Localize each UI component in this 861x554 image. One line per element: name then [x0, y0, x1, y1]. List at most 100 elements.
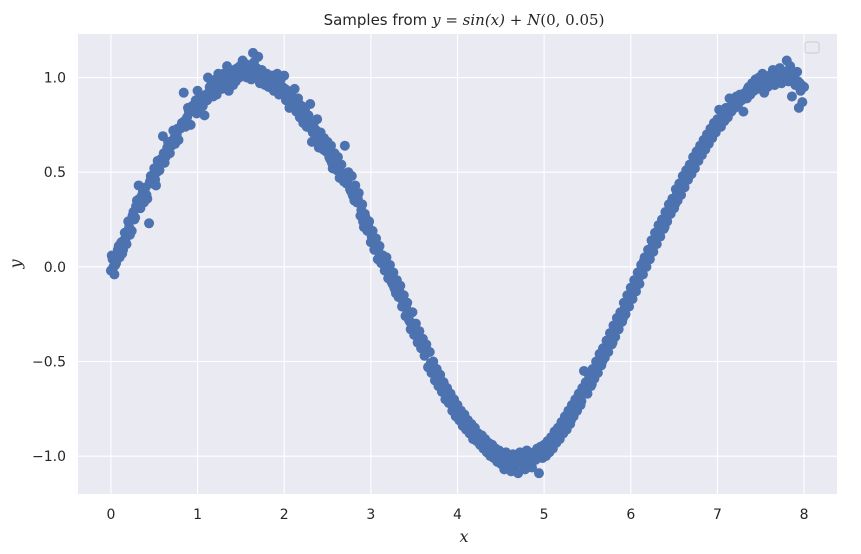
x-tick-label: 5 [540, 507, 549, 523]
data-point [202, 95, 213, 106]
y-tick-label: 0.0 [44, 260, 66, 276]
data-point [264, 76, 275, 87]
data-point [212, 83, 223, 94]
data-point [638, 256, 649, 267]
data-point [534, 445, 545, 456]
data-point [567, 407, 578, 418]
data-point [117, 248, 128, 259]
data-point [170, 131, 181, 142]
y-tick-label: 1.0 [44, 71, 66, 87]
data-point [306, 123, 317, 134]
data-point [326, 157, 337, 168]
data-point [797, 97, 808, 108]
data-point [690, 153, 701, 164]
data-point [151, 167, 162, 178]
data-point [462, 418, 473, 429]
data-point [482, 439, 493, 450]
data-point [358, 216, 369, 227]
data-point [389, 282, 400, 293]
data-point [451, 403, 462, 414]
data-point [312, 114, 323, 125]
data-point [633, 273, 644, 284]
data-point [609, 326, 620, 337]
data-point [160, 152, 171, 163]
y-tick-label: −1.0 [32, 449, 66, 465]
data-point [384, 269, 395, 280]
title-paren-x: (x) [485, 11, 505, 29]
data-point [199, 110, 210, 121]
data-point [441, 386, 452, 397]
title-prefix: Samples from [324, 11, 433, 29]
data-point [623, 295, 634, 306]
title-args: (0, 0.05) [540, 11, 604, 29]
chart-title: Samples from y = sin(x) + N(0, 0.05) [324, 11, 605, 29]
data-point [566, 415, 576, 426]
x-tick-label: 7 [713, 507, 722, 523]
data-point [514, 451, 525, 462]
data-point [144, 218, 155, 229]
data-point [295, 106, 306, 117]
data-point [784, 64, 795, 75]
data-point [659, 222, 670, 233]
data-point [181, 116, 192, 127]
data-point [210, 74, 221, 85]
x-tick-label: 6 [626, 507, 635, 523]
data-point [545, 439, 556, 450]
title-n: N [526, 11, 541, 29]
data-point [129, 214, 140, 225]
data-point [124, 222, 135, 233]
y-axis-label: y [6, 259, 25, 270]
x-tick-label: 1 [193, 507, 202, 523]
data-point [753, 78, 764, 89]
data-point [472, 434, 483, 445]
data-point [607, 337, 618, 348]
data-point [131, 201, 142, 212]
y-tick-label: −0.5 [32, 354, 66, 370]
data-point [675, 184, 686, 195]
data-point [316, 136, 327, 147]
data-point [649, 237, 660, 248]
data-point [106, 250, 117, 261]
data-point [139, 191, 150, 202]
data-point [669, 199, 680, 210]
data-point [243, 63, 254, 74]
data-point [721, 104, 732, 115]
x-axis-label: x [459, 527, 468, 546]
data-point [555, 430, 566, 441]
data-points [105, 47, 810, 479]
data-point [588, 369, 599, 380]
data-point [305, 99, 316, 110]
data-point [503, 453, 514, 464]
data-point [373, 246, 384, 257]
data-point [738, 106, 749, 117]
data-point [339, 140, 350, 151]
data-point [661, 212, 672, 223]
title-y: y [431, 11, 441, 29]
data-point [773, 72, 784, 83]
data-point [420, 345, 431, 356]
data-point [191, 108, 202, 119]
data-point [293, 99, 304, 110]
data-point [742, 83, 753, 94]
data-point [285, 97, 296, 108]
x-tick-label: 3 [366, 507, 375, 523]
data-point [108, 261, 119, 272]
data-point [254, 66, 265, 77]
data-point [701, 136, 712, 147]
data-point [289, 83, 300, 94]
data-point [279, 70, 290, 81]
data-point [794, 78, 805, 89]
data-point [711, 119, 722, 130]
data-point [786, 91, 797, 102]
title-eq: = [441, 11, 463, 29]
legend-box [804, 41, 820, 54]
x-tick-label: 4 [453, 507, 462, 523]
data-point [410, 324, 421, 335]
x-tick-label: 0 [106, 507, 115, 523]
data-point [109, 269, 120, 280]
x-tick-label: 8 [800, 507, 809, 523]
data-point [680, 172, 691, 183]
data-point [493, 451, 504, 462]
data-point [597, 356, 608, 367]
